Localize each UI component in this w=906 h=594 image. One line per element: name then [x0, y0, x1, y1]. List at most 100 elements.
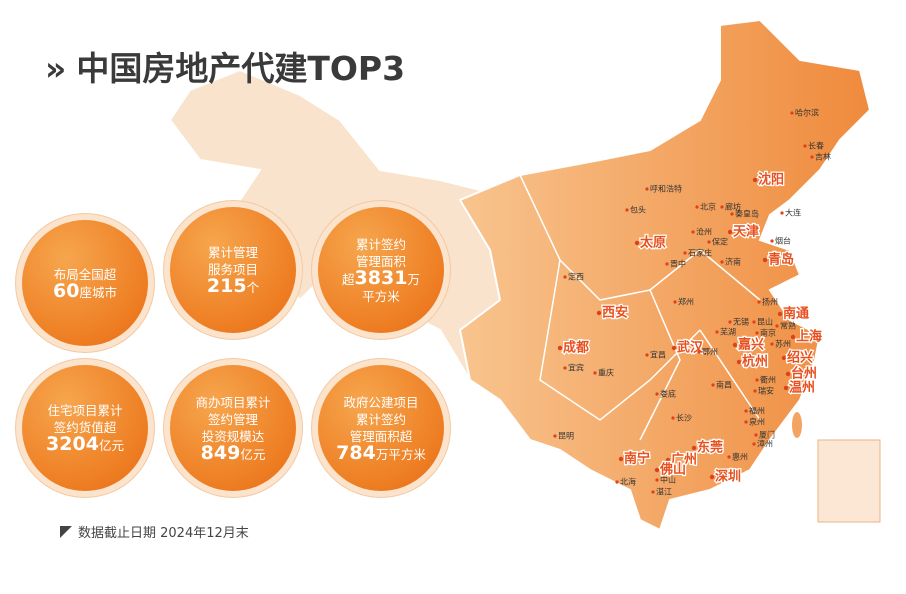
stat-line: 累计管理	[208, 244, 258, 261]
city-label: 娄底	[660, 389, 676, 399]
city-label: 衢州	[760, 375, 776, 385]
stat-circle: 累计管理 服务项目 215个	[170, 207, 296, 333]
city-dot	[752, 320, 756, 324]
city-label: 鄂州	[702, 348, 718, 357]
stat-text: 超	[342, 271, 355, 287]
city-label: 芜湖	[720, 327, 736, 337]
china-east	[458, 18, 872, 532]
stat-circle: 累计签约 管理面积 超3831万 平方米	[318, 207, 444, 333]
city-dot	[683, 251, 687, 255]
city-dot	[709, 474, 715, 480]
city-dot	[593, 371, 597, 375]
city-label: 泉州	[749, 417, 765, 427]
city-label: 长沙	[676, 413, 692, 423]
city-label: 呼和浩特	[650, 184, 682, 194]
stat-text: 管理面积超	[349, 428, 413, 444]
city-dot	[615, 480, 619, 484]
city-dot	[563, 366, 567, 370]
city-dot	[810, 155, 814, 159]
stat-text: 商办项目累计	[195, 394, 271, 410]
city-dot	[697, 350, 701, 354]
stat-text: 管理面积	[355, 253, 406, 269]
city-dot	[785, 371, 791, 377]
city-label: 烟台	[775, 236, 791, 246]
city-dot	[755, 378, 759, 382]
stat-line: 管理面积	[356, 253, 406, 270]
city-dot	[645, 187, 649, 191]
province-borders	[519, 174, 761, 441]
stat-number: 784	[336, 441, 376, 464]
foot-icon	[60, 526, 72, 538]
city-dot	[757, 300, 761, 304]
city-label: 苏州	[775, 339, 791, 349]
city-label: 长春	[808, 141, 824, 151]
city-label: 佛山	[659, 462, 686, 478]
stat-number: 215	[206, 275, 247, 297]
city-label: 惠州	[732, 452, 748, 462]
city-label: 南宁	[624, 451, 650, 467]
stat-number: 3831	[354, 266, 408, 289]
city-label: 昆明	[558, 432, 574, 441]
stat-line: 3204亿元	[46, 435, 124, 454]
city-dot	[711, 383, 715, 387]
city-label: 济南	[725, 257, 741, 267]
stat-number: 60	[53, 279, 80, 302]
stat-text: 累计管理	[207, 245, 258, 260]
city-dot	[770, 342, 774, 346]
city-dot	[755, 331, 759, 335]
city-label: 沈阳	[758, 172, 784, 188]
city-label: 常熟	[780, 321, 796, 331]
city-dot	[770, 239, 774, 243]
city-dot	[665, 262, 669, 266]
city-label: 重庆	[598, 368, 614, 378]
city-label: 北海	[620, 477, 636, 487]
city-dot	[695, 205, 699, 209]
stat-text: 亿元	[98, 438, 124, 453]
city-dot	[803, 144, 807, 148]
stat-text: 签约管理	[207, 411, 258, 427]
city-dot	[781, 355, 787, 361]
city-label: 石家庄	[688, 248, 712, 258]
city-label: 广州	[671, 452, 697, 468]
city-label: 秦皇岛	[735, 209, 759, 219]
city-dot	[736, 359, 742, 365]
stat-line: 政府公建项目	[343, 394, 418, 411]
city-label: 中山	[660, 475, 676, 485]
city-dot	[671, 416, 675, 420]
city-label: 成都	[563, 340, 589, 356]
stat-text: 座城市	[79, 284, 117, 300]
city-label: 天津	[733, 224, 759, 240]
city-dot	[730, 212, 734, 216]
city-dot	[557, 345, 563, 351]
city-dot	[655, 478, 659, 482]
stat-line: 管理面积超	[350, 428, 413, 445]
stat-line: 784万平方米	[336, 441, 426, 464]
title-text: 中国房地产代建TOP3	[76, 49, 406, 88]
city-dot	[790, 111, 794, 115]
city-label: 大连	[785, 208, 801, 218]
city-dot	[634, 240, 640, 246]
city-dot	[618, 456, 624, 462]
city-label: 宜昌	[650, 350, 666, 360]
stat-line: 布局全国超	[54, 266, 117, 283]
stat-circle: 住宅项目累计 签约货值超 3204亿元	[22, 365, 148, 491]
stat-text: 万	[407, 271, 420, 287]
city-dot	[645, 353, 649, 357]
city-label: 无锡	[733, 318, 749, 327]
stat-line: 累计签约	[356, 236, 406, 253]
city-label: 北京	[700, 202, 716, 212]
city-label: 湛江	[656, 488, 672, 497]
stat-line: 超3831万	[342, 266, 420, 289]
stat-text: 签约货值超	[53, 420, 117, 435]
taiwan	[792, 412, 802, 438]
city-dot	[625, 208, 629, 212]
city-dot	[727, 229, 733, 235]
stat-text: 个	[246, 280, 260, 295]
city-label: 吉林	[815, 152, 831, 162]
city-dot	[596, 310, 602, 316]
stat-text: 累计签约	[355, 411, 406, 427]
city-dot	[744, 409, 748, 413]
footnote-text: 数据截止日期 2024年12月末	[78, 526, 249, 541]
city-dot	[655, 392, 659, 396]
stat-text: 万平方米	[375, 446, 426, 462]
